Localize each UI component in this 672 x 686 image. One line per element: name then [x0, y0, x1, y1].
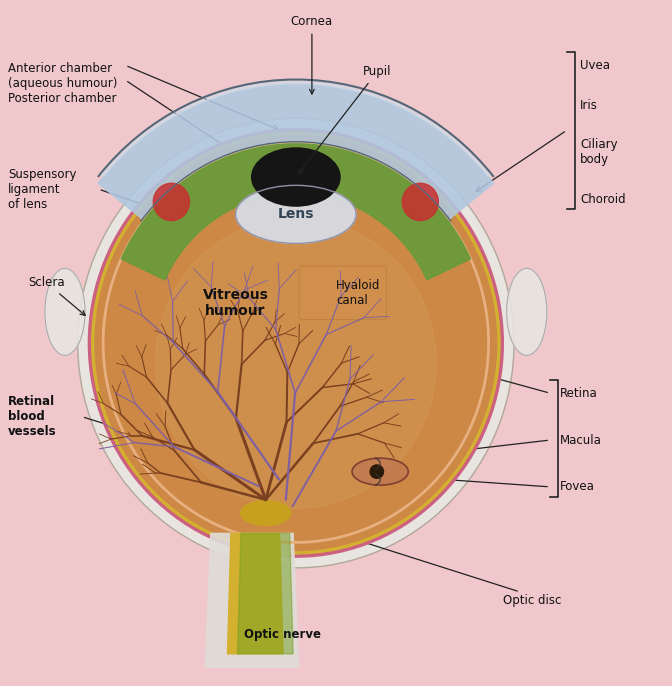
- Text: Retina: Retina: [560, 387, 598, 400]
- Text: Anterior chamber
(aqueous humour)
Posterior chamber: Anterior chamber (aqueous humour) Poster…: [8, 62, 118, 105]
- Text: Lens: Lens: [278, 207, 314, 222]
- Text: Fovea: Fovea: [560, 480, 595, 493]
- Text: Pupil: Pupil: [298, 65, 391, 174]
- Text: Macula: Macula: [560, 434, 602, 447]
- Ellipse shape: [95, 136, 497, 550]
- FancyBboxPatch shape: [299, 266, 386, 320]
- Text: Suspensory
ligament
of lens: Suspensory ligament of lens: [8, 167, 77, 211]
- Ellipse shape: [155, 218, 436, 508]
- Ellipse shape: [241, 501, 291, 525]
- Polygon shape: [206, 534, 298, 667]
- Text: Iris: Iris: [580, 99, 598, 112]
- Polygon shape: [101, 80, 491, 176]
- Ellipse shape: [403, 183, 438, 221]
- Text: Optic nerve: Optic nerve: [244, 628, 321, 641]
- Ellipse shape: [79, 119, 513, 567]
- Text: Uvea: Uvea: [580, 59, 610, 72]
- Text: Sclera: Sclera: [28, 276, 85, 316]
- Ellipse shape: [89, 129, 503, 557]
- Polygon shape: [237, 534, 293, 654]
- Ellipse shape: [352, 458, 409, 485]
- Circle shape: [370, 465, 384, 478]
- Text: Vitreous
humour: Vitreous humour: [203, 287, 269, 318]
- Ellipse shape: [236, 185, 356, 244]
- Ellipse shape: [153, 183, 190, 221]
- Text: Hyaloid
canal: Hyaloid canal: [336, 279, 380, 307]
- Text: Choroid: Choroid: [580, 193, 626, 206]
- Polygon shape: [121, 144, 470, 280]
- Text: Ciliary
body: Ciliary body: [580, 139, 618, 166]
- Ellipse shape: [507, 268, 547, 355]
- Polygon shape: [227, 534, 283, 654]
- Ellipse shape: [252, 148, 340, 206]
- Text: Cornea: Cornea: [291, 16, 333, 94]
- Ellipse shape: [45, 268, 85, 355]
- Text: Optic disc: Optic disc: [503, 594, 562, 607]
- Text: Retinal
blood
vessels: Retinal blood vessels: [8, 395, 56, 438]
- Polygon shape: [98, 84, 494, 219]
